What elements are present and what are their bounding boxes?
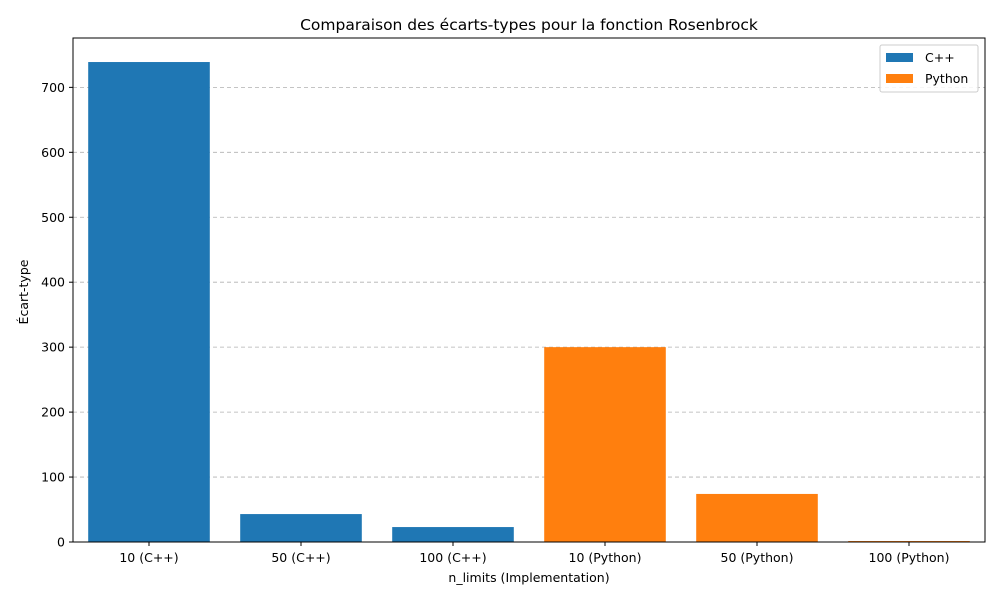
chart-title: Comparaison des écarts-types pour la fon… [300, 16, 758, 34]
x-tick-label: 50 (Python) [721, 550, 794, 565]
y-axis-label: Écart-type [16, 259, 31, 324]
grid-lines [73, 86, 985, 543]
y-tick-label: 200 [41, 405, 65, 420]
x-tick-label: 50 (C++) [271, 550, 330, 565]
bar-c-2 [392, 527, 514, 542]
bar-python-3 [544, 347, 666, 542]
y-tick-label: 400 [41, 275, 65, 290]
legend-label: Python [925, 71, 968, 86]
legend-label: C++ [925, 50, 955, 65]
bar-c-0 [88, 62, 210, 542]
plot-frame [72, 37, 986, 543]
bar-python-4 [696, 493, 818, 542]
y-tick-label: 100 [41, 470, 65, 485]
x-tick-label: 10 (C++) [119, 550, 178, 565]
x-tick-label: 100 (C++) [419, 550, 486, 565]
y-tick-label: 500 [41, 210, 65, 225]
x-axis-ticks: 10 (C++) 50 (C++) 100 (C++) 10 (Python) 50 (… [119, 542, 949, 565]
bar-c-1 [240, 514, 362, 542]
legend: C++ Python [879, 44, 979, 93]
x-tick-label: 100 (Python) [869, 550, 950, 565]
y-axis-ticks: 0 100 200 300 400 500 600 700 [41, 80, 73, 550]
legend-swatch [886, 74, 913, 83]
x-axis-label: n_limits (Implementation) [448, 570, 609, 585]
bars [88, 62, 970, 542]
y-tick-label: 600 [41, 145, 65, 160]
y-tick-label: 300 [41, 340, 65, 355]
legend-swatch [886, 53, 913, 62]
y-tick-label: 0 [57, 535, 65, 550]
y-tick-label: 700 [41, 80, 65, 95]
x-tick-label: 10 (Python) [569, 550, 642, 565]
